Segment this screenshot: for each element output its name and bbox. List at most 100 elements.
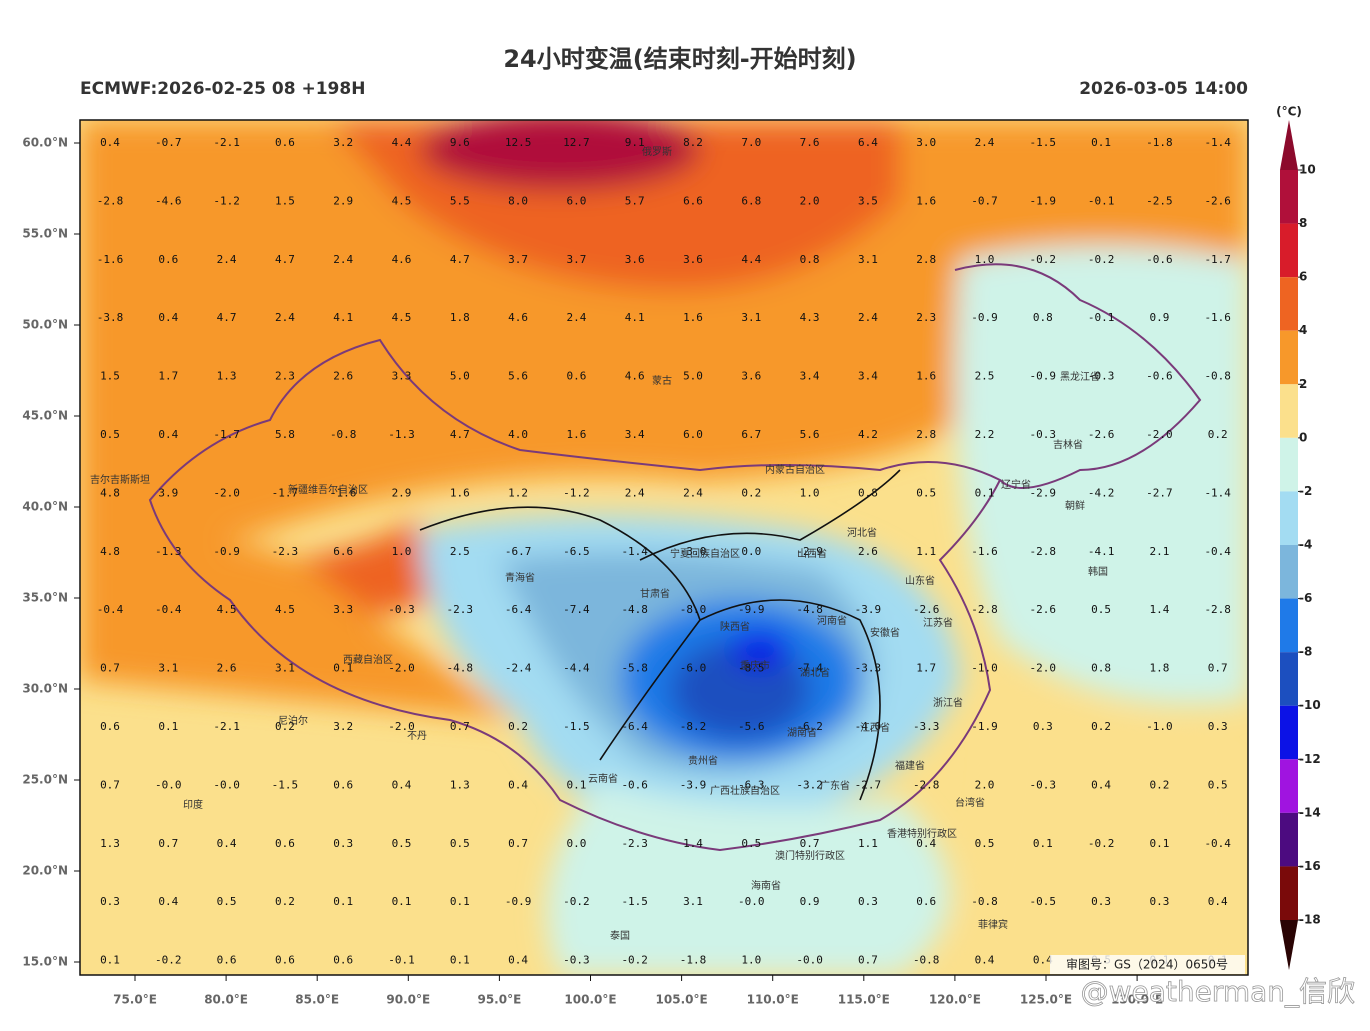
grid-value: 0.1 (450, 895, 470, 908)
grid-value: -3.0 (680, 545, 707, 558)
grid-value: -2.1 (213, 136, 240, 149)
lon-label: 85.0°E (295, 993, 339, 1007)
grid-value: 0.3 (1091, 895, 1111, 908)
grid-value: 4.1 (333, 311, 353, 324)
grid-value: 4.2 (858, 428, 878, 441)
grid-value: -1.2 (563, 486, 590, 499)
grid-value: 0.7 (800, 837, 820, 850)
place-label: 台湾省 (955, 796, 985, 809)
grid-value: 0.6 (333, 778, 353, 791)
place-label: 湖南省 (787, 726, 817, 739)
grid-value: 1.1 (916, 545, 936, 558)
grid-value: 2.6 (217, 662, 237, 675)
grid-value: 0.8 (800, 253, 820, 266)
grid-value: 2.2 (975, 428, 995, 441)
grid-value: 0.5 (450, 837, 470, 850)
grid-value: 1.6 (683, 311, 703, 324)
grid-value: 0.5 (217, 895, 237, 908)
grid-value: -8.0 (680, 603, 707, 616)
lon-label: 75.0°E (113, 993, 157, 1007)
lat-label: 35.0°N (22, 591, 68, 605)
grid-value: 3.6 (741, 370, 761, 383)
grid-value: 0.3 (858, 895, 878, 908)
grid-value: 0.6 (275, 837, 295, 850)
grid-value: -2.9 (1030, 486, 1057, 499)
lon-label: 125.0°E (1020, 993, 1072, 1007)
grid-value: 0.6 (333, 954, 353, 967)
place-label: 不丹 (407, 730, 427, 742)
place-label: 广东省 (820, 779, 850, 792)
grid-value: 0.0 (566, 837, 586, 850)
colorbar-bin (1280, 652, 1298, 706)
place-label: 浙江省 (933, 696, 963, 709)
place-label: 湖北省 (800, 666, 830, 679)
grid-value: 2.0 (975, 778, 995, 791)
grid-value: 3.6 (683, 253, 703, 266)
grid-value: 0.3 (1208, 720, 1228, 733)
lat-label: 55.0°N (22, 227, 68, 241)
grid-value: 1.3 (217, 370, 237, 383)
grid-value: 3.1 (275, 662, 295, 675)
grid-value: 0.2 (741, 486, 761, 499)
grid-value: 0.4 (158, 895, 178, 908)
grid-value: 5.6 (800, 428, 820, 441)
grid-value: 4.5 (392, 194, 412, 207)
grid-value: 0.9 (800, 895, 820, 908)
lat-label: 40.0°N (22, 500, 68, 514)
place-label: 吉林省 (1053, 438, 1083, 451)
grid-value: 0.4 (158, 311, 178, 324)
colorbar-bin (1280, 277, 1298, 331)
grid-value: -0.1 (388, 954, 415, 967)
grid-value: 3.7 (566, 253, 586, 266)
watermark: @weatherman_信欣 (1081, 975, 1355, 1008)
grid-value: 4.5 (392, 311, 412, 324)
grid-value: 3.3 (392, 370, 412, 383)
grid-value: 6.7 (741, 428, 761, 441)
grid-value: 0.4 (100, 136, 120, 149)
grid-value: 5.5 (450, 194, 470, 207)
lat-label: 45.0°N (22, 409, 68, 423)
grid-value: 3.1 (741, 311, 761, 324)
grid-value: 0.8 (1033, 311, 1053, 324)
colorbar-label: -6 (1299, 591, 1312, 605)
grid-value: 2.8 (916, 428, 936, 441)
grid-value: 0.0 (741, 545, 761, 558)
place-label: 吉尔吉斯斯坦 (90, 473, 150, 486)
grid-value: -1.0 (1146, 720, 1173, 733)
grid-value: 0.3 (1149, 895, 1169, 908)
place-label: 青海省 (505, 571, 535, 584)
grid-value: 0.2 (275, 895, 295, 908)
grid-value: 5.7 (625, 194, 645, 207)
grid-value: 6.4 (858, 136, 878, 149)
place-label: 江西省 (860, 721, 890, 734)
colorbar-unit: (°C) (1276, 105, 1302, 119)
grid-value: -1.8 (1146, 136, 1173, 149)
lon-label: 120.0°E (929, 993, 981, 1007)
grid-value: 0.5 (975, 837, 995, 850)
grid-value: -2.8 (97, 194, 124, 207)
grid-value: -6.2 (796, 720, 823, 733)
grid-value: 3.4 (625, 428, 645, 441)
place-label: 江苏省 (923, 616, 953, 629)
grid-value: 0.2 (508, 720, 528, 733)
grid-value: 4.8 (100, 486, 120, 499)
valid-time: 2026-03-05 14:00 (1079, 79, 1248, 99)
place-label: 朝鲜 (1065, 499, 1085, 512)
place-label: 宁夏回族自治区 (670, 547, 740, 560)
grid-value: -0.9 (505, 895, 532, 908)
grid-value: 1.6 (566, 428, 586, 441)
grid-value: 3.2 (333, 720, 353, 733)
model-run: ECMWF:2026-02-25 08 +198H (80, 79, 365, 99)
grid-value: 0.5 (1208, 778, 1228, 791)
grid-value: 0.5 (741, 837, 761, 850)
grid-value: 5.0 (683, 370, 703, 383)
grid-value: 0.1 (566, 778, 586, 791)
grid-value: 0.7 (450, 720, 470, 733)
grid-value: 1.3 (100, 837, 120, 850)
grid-value: 0.6 (158, 253, 178, 266)
grid-value: 0.1 (100, 954, 120, 967)
grid-value: 2.4 (683, 486, 703, 499)
grid-value: 0.1 (392, 895, 412, 908)
grid-value: 0.5 (100, 428, 120, 441)
